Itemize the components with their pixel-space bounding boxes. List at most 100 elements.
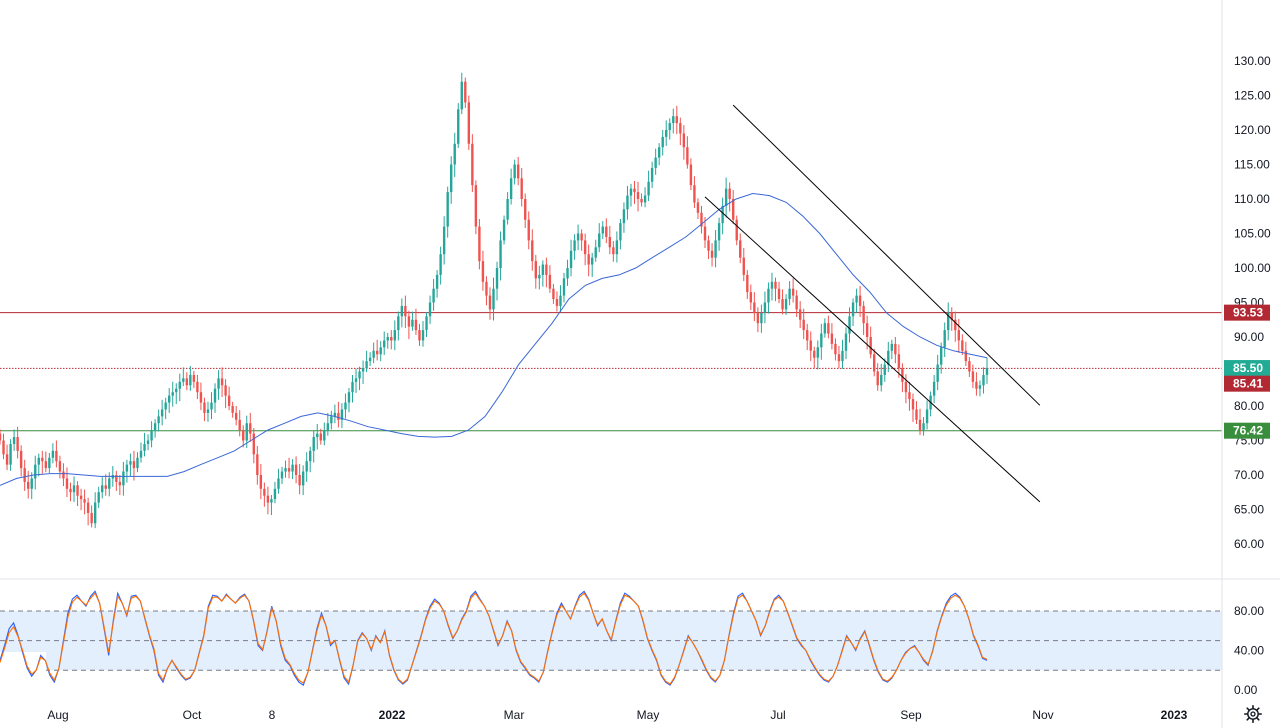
candle-body	[763, 302, 767, 313]
time-tick-label: May	[637, 708, 660, 722]
candle-body	[404, 305, 407, 317]
candle-body	[629, 188, 633, 196]
candle-body	[351, 381, 354, 393]
candle-body	[534, 261, 537, 279]
candle-body	[425, 316, 428, 331]
candle-body	[964, 350, 968, 362]
candle-body	[665, 130, 668, 137]
price-tick-label: 60.00	[1234, 537, 1264, 551]
candle-body	[249, 423, 252, 434]
candle-body	[69, 488, 72, 493]
candle-body	[171, 392, 174, 396]
candle-body	[414, 319, 418, 331]
candle-body	[721, 205, 724, 224]
candle-body	[527, 219, 530, 241]
candle-body	[55, 450, 58, 462]
candle-body	[795, 295, 798, 310]
candle-body	[657, 147, 661, 158]
candle-body	[400, 305, 404, 317]
candle-body	[347, 392, 351, 403]
candle-body	[97, 492, 100, 503]
candle-body	[245, 423, 248, 441]
candle-body	[93, 502, 97, 524]
candle-body	[555, 299, 559, 306]
candle-body	[809, 340, 812, 351]
candle-body	[869, 337, 872, 355]
candle-body	[273, 488, 277, 500]
candle-body	[834, 343, 837, 355]
candle-body	[464, 81, 467, 103]
price-tick-label: 130.00	[1234, 54, 1271, 68]
candle-body	[876, 371, 879, 386]
candle-body	[108, 478, 111, 489]
candle-body	[453, 143, 456, 165]
candle-body	[383, 340, 386, 348]
candle-body	[661, 136, 664, 148]
candle-body	[76, 485, 79, 496]
candle-body	[753, 302, 756, 313]
candle-body	[210, 402, 213, 410]
candle-body	[354, 378, 358, 382]
legend-mask	[0, 652, 46, 696]
price-pane[interactable]	[0, 72, 1222, 529]
stoch-tick-label: 0.00	[1234, 683, 1258, 697]
candle-body	[192, 374, 196, 382]
candle-body	[749, 292, 753, 303]
candle-body	[714, 240, 717, 258]
channel-trendline	[704, 196, 1041, 503]
candle-body	[915, 409, 918, 420]
candle-body	[485, 281, 488, 296]
candle-body	[541, 264, 545, 275]
time-axis[interactable]: Aug Oct 8 2022 Mar May Jul Sep Nov 2023	[47, 708, 1187, 722]
candle-body	[238, 419, 241, 431]
candle-body	[823, 323, 827, 334]
candle-body	[435, 274, 439, 289]
candle-body	[922, 423, 925, 431]
candle-body	[552, 288, 555, 300]
candle-body	[48, 457, 51, 469]
price-tag-label: 85.41	[1233, 377, 1263, 391]
candle-body	[605, 226, 608, 237]
candle-body	[340, 409, 344, 420]
stochastic-pane[interactable]	[0, 590, 1222, 696]
candle-body	[781, 299, 784, 310]
candle-body	[516, 164, 520, 179]
candle-body	[968, 361, 971, 372]
price-tick-label: 70.00	[1234, 468, 1264, 482]
candle-body	[901, 368, 904, 382]
candle-body	[774, 281, 777, 289]
candle-body	[136, 457, 139, 469]
candle-body	[280, 471, 284, 479]
candle-body	[312, 437, 315, 451]
candle-body	[118, 481, 122, 486]
candle-body	[9, 443, 12, 465]
candle-body	[44, 461, 48, 469]
candle-body	[301, 471, 305, 486]
candle-body	[936, 364, 939, 382]
candle-body	[601, 226, 604, 234]
gear-icon[interactable]	[1244, 705, 1263, 724]
price-axis[interactable]: 130.00 125.00 120.00 115.00 110.00 105.00 100.…	[1234, 54, 1271, 697]
candle-body	[368, 357, 372, 362]
price-tag-label: 76.42	[1233, 424, 1263, 438]
candle-body	[954, 319, 957, 331]
price-tags: 93.53 85.50 85.41 76.42	[1224, 304, 1270, 439]
price-tag	[1224, 304, 1270, 321]
candle-body	[72, 485, 76, 493]
candle-body	[189, 374, 192, 386]
candle-body	[421, 330, 425, 341]
candle-body	[2, 440, 5, 455]
candle-body	[206, 409, 210, 413]
candle-body	[686, 147, 689, 165]
candle-body	[37, 457, 40, 465]
candle-body	[467, 102, 471, 144]
candle-body	[693, 185, 696, 203]
candle-body	[298, 475, 301, 486]
candle-body	[284, 468, 287, 472]
candle-body	[115, 475, 118, 482]
candle-body	[679, 123, 682, 134]
candle-body	[873, 354, 876, 372]
candle-body	[471, 143, 474, 186]
candle-body	[418, 330, 421, 341]
